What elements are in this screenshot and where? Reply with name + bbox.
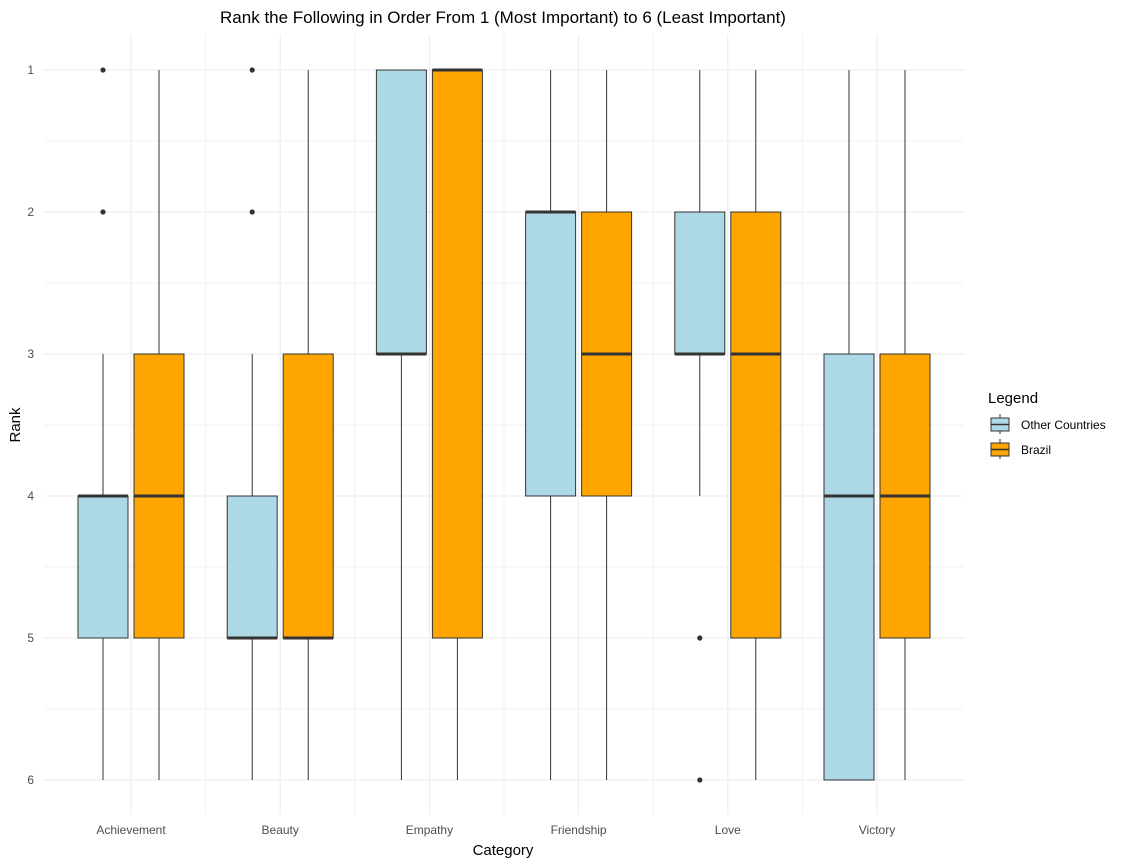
box-victory [879,70,931,780]
outlier-point [697,777,703,783]
y-tick-label: 6 [27,773,34,787]
box-achievement [133,70,185,780]
x-tick-label: Empathy [406,823,453,837]
legend-label: Other Countries [1021,418,1106,432]
box-body [282,353,334,639]
x-tick-label: Achievement [96,823,166,837]
y-tick-label: 5 [27,631,34,645]
box-body [525,211,577,497]
box-body [823,353,875,781]
legend-label: Brazil [1021,443,1051,457]
box-body [431,69,483,639]
x-axis-title: Category [473,842,534,859]
x-tick-label: Beauty [262,823,299,837]
box-body [375,69,427,355]
y-tick-label: 2 [27,205,34,219]
box-empathy [431,68,483,780]
box-body [730,211,782,639]
x-tick-label: Victory [859,823,895,837]
axes: 1 2 3 4 5 6 Achievement Beauty Empathy Friendship… [27,63,895,837]
x-tick-label: Love [715,823,741,837]
box-love [730,70,782,780]
box-friendship [581,70,633,780]
box-empathy [375,69,427,780]
box-body [674,211,726,355]
series-other-countries [77,67,875,783]
box-body [77,495,129,639]
legend-key-brazil [990,439,1010,459]
legend-key-other-countries [990,414,1010,434]
outlier-point [249,209,255,215]
legend-title: Legend [988,390,1038,407]
x-tick-label: Friendship [551,823,607,837]
y-tick-label: 4 [27,489,34,503]
grid [44,35,964,815]
box-body [226,495,278,639]
box-love [674,70,726,783]
series-brazil [133,68,931,780]
outlier-point [100,67,106,73]
y-axis-title: Rank [7,407,24,443]
box-achievement [77,67,129,780]
outlier-point [249,67,255,73]
outlier-point [697,635,703,641]
outlier-point [100,209,106,215]
y-tick-label: 3 [27,347,34,361]
box-victory [823,70,875,781]
chart-title: Rank the Following in Order From 1 (Most… [220,8,786,27]
box-friendship [525,70,577,780]
legend: Legend Other Countries Brazil [988,390,1106,459]
series-layer [77,67,931,783]
y-tick-label: 1 [27,63,34,77]
box-beauty [282,70,334,780]
box-beauty [226,67,278,780]
